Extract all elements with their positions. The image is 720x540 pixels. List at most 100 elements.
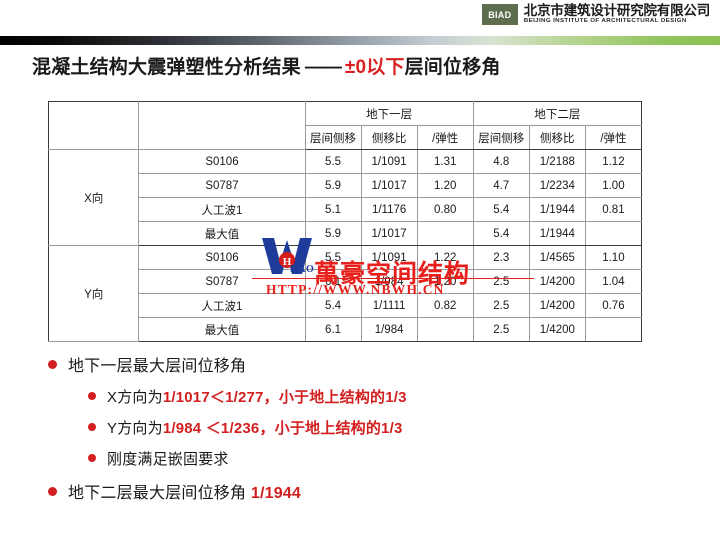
table-row: X向 S0106 5.5 1/1091 1.31 4.8 1/2188 1.12 xyxy=(47,149,643,246)
case-label: 人工波1 xyxy=(138,293,306,318)
cell-b2-ratio: 1/1944 xyxy=(528,197,586,222)
bullet-x-value: 1/1017＜1/277，小于地上结构的1/3 xyxy=(162,389,407,406)
cell-b1-ratio-max: 1/984 xyxy=(360,317,418,342)
page-title-accent: ±0以下 xyxy=(344,57,405,78)
case-label-max: 最大值 xyxy=(138,317,306,342)
cell-b1-drift: 5.5 xyxy=(304,245,362,270)
cell-b1-drift: 6.1 xyxy=(304,317,362,342)
cell-b2-drift: 4.7 xyxy=(472,173,530,198)
cell-b1-elastic: 1.22 xyxy=(416,245,474,270)
table-row: Y向 S0106 5.5 1/1091 1.22 2.3 1/4565 1.10 xyxy=(47,245,643,342)
bullet-x-prefix: X方向为 xyxy=(107,389,163,406)
cell-b2-elastic xyxy=(584,221,643,246)
cell-b1-elastic xyxy=(416,221,474,246)
group-header-basement-2: 地下二层 xyxy=(472,101,643,126)
cell-b1-ratio-max: 1/1017 xyxy=(360,221,418,246)
cell-b1-drift: 6.1 xyxy=(304,269,362,294)
slide-header: BIAD 北京市建筑设计研究院有限公司 BEIJING INSTITUTE OF… xyxy=(0,0,720,36)
cell-b1-ratio: 1/1111 xyxy=(360,293,418,318)
cell-b1-drift: 5.9 xyxy=(304,173,362,198)
header-case-blank xyxy=(138,101,306,150)
cell-b1-ratio: 1/1176 xyxy=(360,197,418,222)
cell-b2-drift: 4.8 xyxy=(472,149,530,174)
cell-b1-drift: 5.4 xyxy=(304,293,362,318)
cell-b1-elastic: 1.20 xyxy=(416,269,474,294)
list-item: 刚度满足嵌固要求 xyxy=(88,448,668,469)
cell-b2-ratio-max: 1/4200 xyxy=(528,317,586,342)
case-label: S0787 xyxy=(138,269,306,294)
table-group-header-row: 地下一层 地下二层 xyxy=(47,101,643,150)
cell-b1-elastic: 0.82 xyxy=(416,293,474,318)
sub-header-b2-drift: 层间侧移 xyxy=(472,125,530,150)
case-label: S0787 xyxy=(138,173,306,198)
cell-b1-ratio: 1/1091 xyxy=(360,149,418,174)
company-name-cn: 北京市建筑设计研究院有限公司 xyxy=(523,3,710,19)
drift-results-table-wrapper: 地下一层 地下二层 层间侧移 侧移比 /弹性 层间侧移 侧移比 /弹性 X向 S… xyxy=(47,101,643,342)
sub-header-b2-elastic: /弹性 xyxy=(584,125,643,150)
cell-b1-ratio: 1/1091 xyxy=(360,245,418,270)
case-label: S0106 xyxy=(138,245,306,270)
cell-b2-ratio: 1/4565 xyxy=(528,245,586,270)
brand-text-block: 北京市建筑设计研究院有限公司 BEIJING INSTITUTE OF ARCH… xyxy=(523,3,710,25)
cell-b1-elastic: 0.80 xyxy=(416,197,474,222)
brand-logo: BIAD 北京市建筑设计研究院有限公司 BEIJING INSTITUTE OF… xyxy=(481,3,710,25)
cell-b2-drift: 5.4 xyxy=(472,221,530,246)
cell-b1-ratio: 1/984 xyxy=(360,269,418,294)
cell-b2-elastic: 1.00 xyxy=(584,173,643,198)
bullet-y-value: 1/984 ＜1/236，小于地上结构的1/3 xyxy=(162,420,403,437)
sub-header-b1-ratio: 侧移比 xyxy=(360,125,418,150)
biad-logo-mark: BIAD xyxy=(481,4,518,25)
sub-header-b1-elastic: /弹性 xyxy=(416,125,474,150)
page-title-main: 混凝土结构大震弹塑性分析结果 xyxy=(32,57,301,78)
bullet-dot-icon xyxy=(88,392,96,400)
page-title-tail: 层间位移角 xyxy=(404,57,501,78)
sub-header-b2-ratio: 侧移比 xyxy=(528,125,586,150)
list-item: 地下二层最大层间位移角 1/1944 xyxy=(48,479,668,503)
cell-b2-drift: 2.5 xyxy=(472,269,530,294)
bullet-y-prefix: Y方向为 xyxy=(107,420,163,437)
page-title: 混凝土结构大震弹塑性分析结果 —— ±0以下层间位移角 xyxy=(32,52,501,79)
sub-header-b1-drift: 层间侧移 xyxy=(304,125,362,150)
cell-b2-drift: 2.5 xyxy=(472,293,530,318)
header-corner-blank xyxy=(47,101,140,150)
case-label-max: 最大值 xyxy=(138,221,306,246)
cell-b2-drift: 5.4 xyxy=(472,197,530,222)
bullet-dot-icon xyxy=(48,360,57,369)
cell-b2-ratio: 1/2188 xyxy=(528,149,586,174)
bullet-text-level1: 地下二层最大层间位移角 1/1944 xyxy=(68,479,301,503)
cell-b2-elastic xyxy=(584,317,643,342)
cell-b2-elastic: 0.81 xyxy=(584,197,643,222)
cell-b2-elastic: 1.04 xyxy=(584,269,643,294)
table-sub-header-row: 层间侧移 侧移比 /弹性 层间侧移 侧移比 /弹性 xyxy=(49,125,643,150)
conclusion-bullet-list: 地下一层最大层间位移角 X方向为1/1017＜1/277，小于地上结构的1/3 … xyxy=(48,352,668,513)
case-label: 人工波1 xyxy=(138,197,306,222)
cell-b2-ratio: 1/4200 xyxy=(528,269,586,294)
cell-b2-elastic: 1.12 xyxy=(584,149,643,174)
bullet-text-stiffness: 刚度满足嵌固要求 xyxy=(107,451,229,468)
cell-b2-elastic: 1.10 xyxy=(584,245,643,270)
cell-b2-ratio: 1/4200 xyxy=(528,293,586,318)
page-title-dash: —— xyxy=(304,57,342,78)
cell-b1-drift: 5.1 xyxy=(304,197,362,222)
list-item: Y方向为1/984 ＜1/236，小于地上结构的1/3 xyxy=(88,417,668,438)
direction-label-x: X向 xyxy=(47,149,140,246)
bullet-dot-icon xyxy=(88,423,96,431)
header-gradient-divider xyxy=(0,36,720,45)
bullet-text-level2: Y方向为1/984 ＜1/236，小于地上结构的1/3 xyxy=(107,417,403,438)
bullet-dot-icon xyxy=(48,487,57,496)
cell-b1-drift: 5.9 xyxy=(304,221,362,246)
bullet-b2-prefix: 地下二层最大层间位移角 xyxy=(68,485,251,502)
cell-b1-ratio: 1/1017 xyxy=(360,173,418,198)
bullet-text-level1: 地下一层最大层间位移角 xyxy=(68,358,247,375)
cell-b2-ratio: 1/2234 xyxy=(528,173,586,198)
cell-b2-drift: 2.3 xyxy=(472,245,530,270)
cell-b1-elastic: 1.31 xyxy=(416,149,474,174)
company-name-en: BEIJING INSTITUTE OF ARCHITECTURAL DESIG… xyxy=(523,17,687,25)
cell-b1-elastic: 1.20 xyxy=(416,173,474,198)
table-row: 人工波1 5.4 1/1111 0.82 2.5 1/4200 0.76 xyxy=(49,293,643,318)
table-row-max: 最大值 6.1 1/984 2.5 1/4200 xyxy=(49,317,643,342)
drift-results-table: 地下一层 地下二层 层间侧移 侧移比 /弹性 层间侧移 侧移比 /弹性 X向 S… xyxy=(47,101,643,342)
bullet-b2-value: 1/1944 xyxy=(250,485,301,502)
cell-b2-ratio-max: 1/1944 xyxy=(528,221,586,246)
cell-b2-elastic: 0.76 xyxy=(584,293,643,318)
